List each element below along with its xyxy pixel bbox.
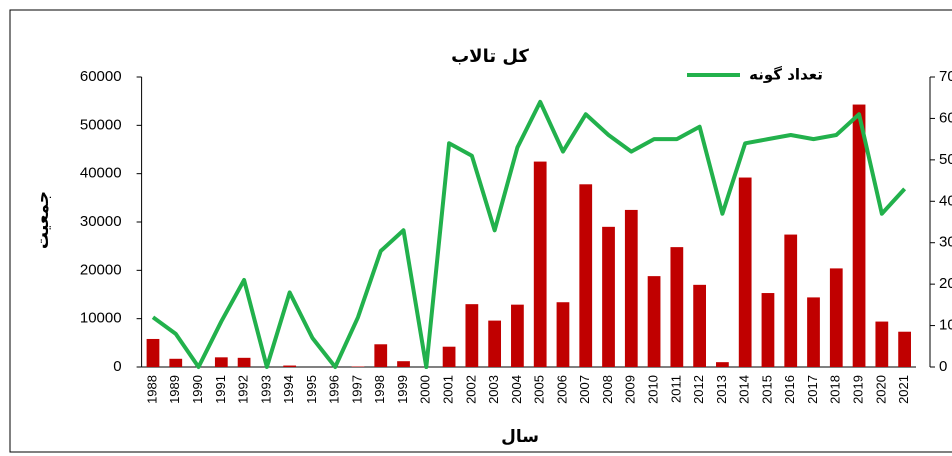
bar: [169, 358, 183, 367]
bar: [237, 357, 251, 367]
x-axis-label: سال: [501, 427, 539, 447]
bar: [442, 346, 456, 367]
x-tick-label: 2015: [759, 375, 774, 404]
x-tick-label: 2008: [600, 375, 615, 404]
bar: [283, 365, 297, 367]
y2-tick-label: 20: [939, 275, 952, 292]
bar: [738, 177, 752, 367]
bar: [647, 276, 661, 367]
bar: [852, 104, 866, 368]
y2-tick-label: 50: [939, 151, 952, 168]
y-tick-label: 60000: [80, 68, 122, 85]
x-tick-label: 1996: [327, 375, 342, 404]
bar: [397, 361, 410, 367]
bar: [693, 284, 707, 367]
y-tick-label: 0: [113, 358, 121, 375]
bar: [807, 297, 820, 367]
y2-tick-label: 0: [939, 358, 947, 375]
bar: [214, 357, 228, 367]
x-tick-label: 1997: [349, 375, 364, 404]
line: [151, 99, 907, 369]
x-tick-label: 2017: [805, 375, 820, 404]
x-tick-label: 1992: [236, 375, 251, 404]
bar: [829, 268, 843, 367]
y-axis-label: جمعیت: [33, 191, 53, 249]
x-tick-label: 2004: [509, 375, 524, 404]
bar: [374, 344, 388, 367]
bar: [761, 293, 775, 367]
y-tick-label: 20000: [80, 261, 122, 278]
x-tick-label: 2021: [896, 375, 911, 404]
y-tick-label: 50000: [80, 116, 122, 133]
bar: [488, 320, 502, 367]
bar: [511, 304, 524, 367]
y2-tick-label: 40: [939, 192, 952, 209]
y2-tick-label: 30: [939, 234, 952, 251]
bar: [602, 226, 615, 367]
x-tick-label: 1988: [144, 375, 159, 404]
bar: [465, 304, 479, 367]
x-tick-label: 2002: [463, 375, 478, 404]
bar: [624, 209, 638, 367]
x-tick-label: 2011: [668, 375, 683, 403]
bar: [875, 321, 889, 367]
x-tick-label: 2014: [737, 375, 752, 404]
x-tick-label: 1998: [372, 375, 387, 404]
x-tick-label: 2006: [554, 375, 569, 404]
x-tick-label: 1999: [395, 375, 410, 404]
bar: [579, 184, 593, 367]
y2-tick-label: 60: [939, 109, 952, 126]
x-tick-label: 1989: [167, 375, 182, 404]
x-tick-label: 2010: [646, 375, 661, 404]
x-tick-label: 2019: [850, 375, 865, 404]
x-tick-label: 2009: [623, 375, 638, 404]
x-tick-label: 1994: [281, 375, 296, 404]
x-tick-label: 2001: [441, 375, 456, 404]
x-tick-label: 2000: [418, 375, 433, 404]
x-tick-label: 2003: [486, 375, 501, 404]
x-tick-label: 1990: [190, 375, 205, 404]
x-tick-label: 1995: [304, 375, 319, 404]
y2-tick-label: 10: [939, 317, 952, 334]
x-tick-label: 2018: [828, 375, 843, 404]
x-tick-label: 1993: [258, 375, 273, 404]
x-tick-label: 1991: [213, 375, 228, 404]
y-tick-label: 30000: [80, 213, 122, 230]
y-tick-label: 40000: [80, 165, 122, 182]
x-tick-label: 2020: [873, 375, 888, 404]
y2-tick-label: 70: [939, 68, 952, 85]
bar: [556, 302, 570, 367]
x-tick-label: 2016: [782, 375, 797, 404]
y-tick-label: 10000: [80, 310, 122, 327]
bar: [670, 247, 684, 367]
chart-title: کل تالاب: [451, 46, 529, 67]
frame: [9, 9, 952, 453]
bar: [716, 362, 729, 367]
bar: [533, 161, 547, 367]
x-tick-label: 2007: [577, 375, 592, 404]
legend-label: تعداد گونه: [749, 66, 823, 84]
bar: [898, 331, 911, 367]
x-tick-label: 2012: [691, 375, 706, 404]
bar: [784, 234, 798, 367]
bar: [146, 338, 160, 367]
x-tick-label: 2013: [714, 375, 729, 404]
x-tick-label: 2005: [532, 375, 547, 404]
